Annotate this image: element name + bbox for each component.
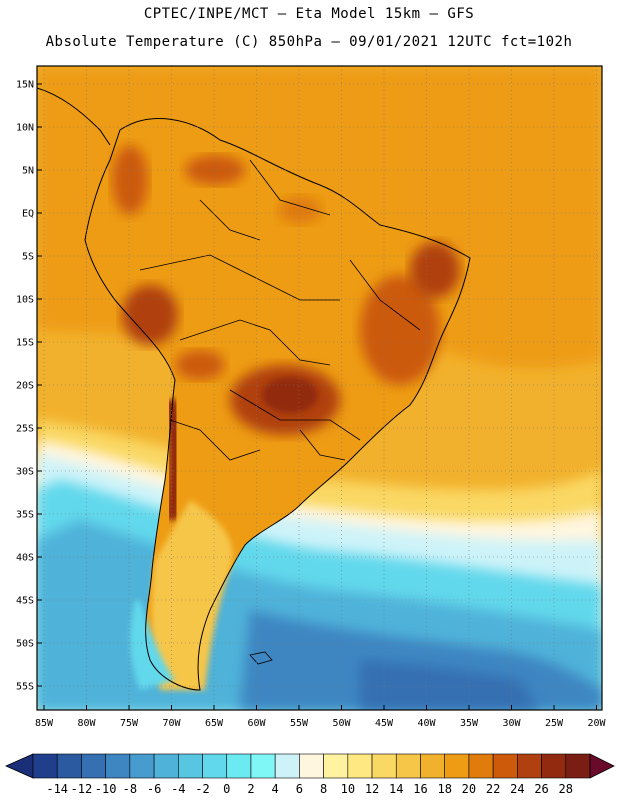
- lat-label: 5N: [22, 166, 34, 177]
- lon-label: 55W: [290, 718, 309, 729]
- colorbar-tick-label: 26: [534, 782, 548, 796]
- colorbar-tick-label: -8: [123, 782, 137, 796]
- colorbar-tick-label: 10: [341, 782, 355, 796]
- lat-label: 25S: [16, 424, 34, 435]
- colorbar-swatch: [178, 753, 203, 779]
- colorbar-swatch: [323, 753, 349, 779]
- lat-label: 45S: [16, 596, 34, 607]
- colorbar-tick-label: 0: [223, 782, 230, 796]
- lon-label: 75W: [120, 718, 139, 729]
- colorbar-tick-label: 28: [559, 782, 573, 796]
- longitude-labels: 85W 80W 75W 70W 65W 60W 55W 50W 45W 40W 35W 30W 25W 2…: [35, 705, 607, 729]
- colorbar-swatch: [444, 753, 470, 779]
- lat-label: 15N: [16, 80, 34, 91]
- lon-label: 85W: [35, 718, 54, 729]
- lon-label: 50W: [332, 718, 351, 729]
- colorbar-under-arrow: [5, 753, 34, 779]
- colorbar-tick-label: 22: [486, 782, 500, 796]
- lat-label: 5S: [22, 252, 34, 263]
- colorbar-tick-label: 8: [320, 782, 327, 796]
- temperature-field: [37, 66, 602, 710]
- colorbar-swatch: [153, 753, 179, 779]
- colorbar-swatch: [517, 753, 542, 779]
- colorbar-tick-label: 24: [510, 782, 524, 796]
- colorbar-tick-label: -12: [71, 782, 93, 796]
- latitude-labels: 15N 10N 5N EQ 5S 10S 15S 20S 25S 30S 35S 40S 45S 50S 5…: [16, 80, 42, 693]
- lat-label: EQ: [22, 209, 34, 220]
- colorbar-tick-label: 2: [247, 782, 254, 796]
- colorbar-tick-label: 12: [365, 782, 379, 796]
- lat-label: 10S: [16, 295, 34, 306]
- lon-label: 45W: [375, 718, 394, 729]
- map-frame: [36, 65, 603, 711]
- colorbar-swatch: [468, 753, 494, 779]
- lat-label: 55S: [16, 682, 34, 693]
- colorbar-tick-label: 20: [462, 782, 476, 796]
- colorbar-tick-label: -6: [147, 782, 161, 796]
- colorbar-swatch: [371, 753, 397, 779]
- colorbar-tick-label: 14: [389, 782, 403, 796]
- lon-label: 25W: [545, 718, 564, 729]
- colorbar-swatch: [202, 753, 228, 779]
- lat-label: 40S: [16, 553, 34, 564]
- colorbar-tick-label: 4: [272, 782, 279, 796]
- colorbar-swatch: [541, 753, 567, 779]
- colorbar-tick-label: -14: [46, 782, 68, 796]
- colorbar-swatch: [395, 753, 421, 779]
- colorbar-swatch: [32, 753, 58, 779]
- colorbar-swatch: [105, 753, 131, 779]
- colorbar-swatch: [565, 753, 591, 779]
- colorbar-swatch: [492, 753, 518, 779]
- colorbar-tick-label: 16: [413, 782, 427, 796]
- colorbar-tick-label: 18: [437, 782, 451, 796]
- lon-label: 35W: [460, 718, 479, 729]
- lat-label: 35S: [16, 510, 34, 521]
- colorbar-swatch: [274, 753, 300, 779]
- colorbar-swatch: [250, 753, 276, 779]
- colorbar-tick-label: -2: [195, 782, 209, 796]
- colorbar-swatch: [420, 753, 445, 779]
- lon-label: 20W: [587, 718, 606, 729]
- colorbar-swatch: [81, 753, 106, 779]
- map-title-line2: Absolute Temperature (C) 850hPa – 09/01/…: [45, 34, 573, 50]
- colorbar-swatch: [226, 753, 252, 779]
- lat-label: 50S: [16, 639, 34, 650]
- lat-label: 20S: [16, 381, 34, 392]
- colorbar-swatch: [347, 753, 373, 779]
- lat-label: 15S: [16, 338, 34, 349]
- lat-label: 30S: [16, 467, 34, 478]
- lon-label: 40W: [417, 718, 436, 729]
- colorbar-tick-label: -10: [95, 782, 117, 796]
- map-title-line1: CPTEC/INPE/MCT – Eta Model 15km – GFS: [143, 6, 475, 22]
- colorbar-over-arrow: [589, 753, 615, 779]
- lat-label: 10N: [16, 123, 34, 134]
- map-gridlines: [37, 66, 602, 710]
- lon-label: 65W: [205, 718, 224, 729]
- lon-label: 60W: [247, 718, 266, 729]
- lon-label: 80W: [77, 718, 96, 729]
- colorbar-tick-label: 6: [296, 782, 303, 796]
- lon-label: 30W: [502, 718, 521, 729]
- lon-label: 70W: [162, 718, 181, 729]
- colorbar-tick-label: -4: [171, 782, 185, 796]
- colorbar-swatch: [129, 753, 155, 779]
- colorbar-swatch: [56, 753, 82, 779]
- colorbar-swatch: [299, 753, 324, 779]
